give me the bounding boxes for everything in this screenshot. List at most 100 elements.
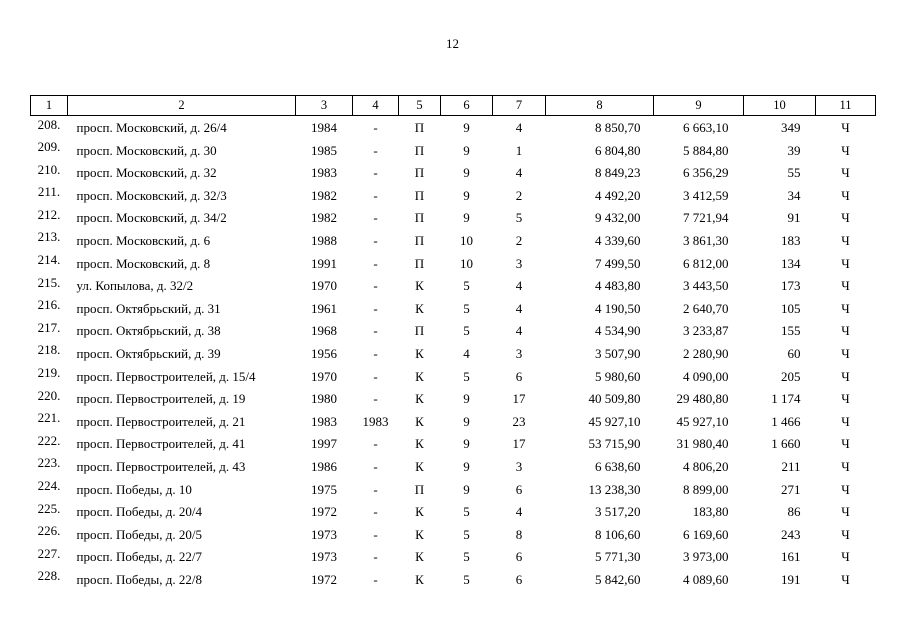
cell-col-7: 3	[515, 255, 523, 271]
cell-col-4: -	[373, 120, 378, 136]
cell-col-8: 8 849,23	[595, 165, 641, 181]
cell-col-4: -	[373, 504, 378, 520]
cell-col-1: 218.	[37, 342, 61, 358]
cell-col-4: -	[373, 549, 378, 565]
cell-col-1: 210.	[37, 161, 61, 177]
cell-col-1: 217.	[37, 319, 61, 335]
cell-col-1: 225.	[37, 500, 61, 516]
table-row: 225. просп. Победы, д. 20/4 1972 - К 5 4 3 517,…	[31, 500, 876, 523]
cell-col-9: 4 089,60	[683, 571, 729, 587]
cell-col-7: 4	[515, 300, 523, 316]
cell-col-4: -	[373, 323, 378, 339]
cell-col-11: Ч	[841, 504, 850, 520]
cell-col-10: 86	[787, 504, 801, 520]
cell-col-5: П	[414, 255, 425, 271]
cell-col-7: 3	[515, 346, 523, 362]
cell-col-5: К	[415, 346, 424, 362]
cell-col-6: 5	[463, 504, 470, 520]
cell-col-5: К	[415, 368, 424, 384]
cell-col-2: просп. Победы, д. 10	[76, 481, 192, 497]
cell-col-4: -	[373, 436, 378, 452]
cell-col-5: К	[415, 278, 424, 294]
cell-col-1: 211.	[37, 184, 61, 200]
cell-col-3: 1988	[311, 233, 337, 249]
cell-col-6: 5	[463, 278, 470, 294]
cell-col-10: 1 660	[771, 436, 801, 452]
cell-col-8: 4 534,90	[595, 323, 641, 339]
cell-col-2: просп. Первостроителей, д. 41	[76, 436, 246, 452]
column-header-6: 6	[440, 95, 493, 116]
cell-col-7: 8	[515, 526, 523, 542]
cell-col-8: 5 771,30	[595, 549, 641, 565]
cell-col-5: К	[415, 391, 424, 407]
cell-col-6: 9	[463, 165, 470, 181]
cell-col-7: 17	[512, 436, 526, 452]
cell-col-5: П	[414, 481, 425, 497]
cell-col-6: 5	[463, 549, 470, 565]
cell-col-7: 5	[515, 210, 523, 226]
cell-col-3: 1973	[311, 526, 337, 542]
cell-col-3: 1991	[311, 255, 337, 271]
cell-col-10: 1 466	[771, 413, 801, 429]
cell-col-9: 2 280,90	[683, 346, 729, 362]
cell-col-9: 5 884,80	[683, 142, 729, 158]
cell-col-1: 221.	[37, 410, 61, 426]
cell-col-11: Ч	[841, 571, 850, 587]
cell-col-2: просп. Октябрьский, д. 38	[76, 323, 221, 339]
table-row: 227. просп. Победы, д. 22/7 1973 - К 5 6 5 771,…	[31, 545, 876, 568]
column-header-5: 5	[398, 95, 441, 116]
cell-col-9: 183,80	[692, 504, 729, 520]
cell-col-8: 9 432,00	[595, 210, 641, 226]
cell-col-4: -	[373, 278, 378, 294]
cell-col-8: 40 509,80	[588, 391, 641, 407]
cell-col-11: Ч	[841, 413, 850, 429]
table-row: 224. просп. Победы, д. 10 1975 - П 9 6 13 238,3…	[31, 477, 876, 500]
cell-col-1: 215.	[37, 274, 61, 290]
cell-col-4: -	[373, 300, 378, 316]
cell-col-9: 4 806,20	[683, 459, 729, 474]
cell-col-1: 212.	[37, 206, 61, 222]
cell-col-4: 1983	[362, 413, 389, 429]
cell-col-7: 4	[515, 323, 523, 339]
cell-col-9: 31 980,40	[676, 436, 729, 452]
cell-col-3: 1982	[311, 187, 337, 203]
cell-col-8: 3 507,90	[595, 346, 641, 362]
cell-col-1: 227.	[37, 545, 61, 561]
cell-col-10: 173	[781, 278, 801, 294]
cell-col-6: 9	[463, 391, 470, 407]
cell-col-9: 4 090,00	[683, 368, 729, 384]
cell-col-2: просп. Московский, д. 32/3	[76, 187, 227, 203]
cell-col-1: 208.	[37, 117, 61, 132]
cell-col-10: 155	[781, 323, 801, 339]
cell-col-1: 219.	[37, 365, 61, 381]
cell-col-9: 29 480,80	[676, 391, 729, 407]
cell-col-7: 2	[515, 187, 523, 203]
table-row: 226. просп. Победы, д. 20/5 1973 - К 5 8 8 106,…	[31, 522, 876, 545]
cell-col-11: Ч	[841, 187, 850, 203]
cell-col-8: 4 339,60	[595, 233, 641, 249]
column-header-3: 3	[295, 95, 353, 116]
cell-col-3: 1961	[311, 300, 337, 316]
cell-col-7: 3	[515, 459, 523, 474]
cell-col-4: -	[373, 459, 378, 474]
cell-col-11: Ч	[841, 278, 850, 294]
cell-col-3: 1975	[311, 481, 337, 497]
cell-col-3: 1985	[311, 142, 337, 158]
cell-col-11: Ч	[841, 459, 850, 474]
cell-col-3: 1972	[311, 504, 337, 520]
cell-col-7: 6	[515, 368, 523, 384]
cell-col-2: просп. Победы, д. 22/7	[76, 549, 203, 565]
cell-col-10: 271	[781, 481, 801, 497]
cell-col-3: 1970	[311, 278, 337, 294]
cell-col-2: просп. Московский, д. 32	[76, 165, 217, 181]
cell-col-11: Ч	[841, 255, 850, 271]
cell-col-5: П	[414, 165, 425, 181]
cell-col-8: 13 238,30	[588, 481, 641, 497]
table-row: 216. просп. Октябрьский, д. 31 1961 - К 5 4 4 1…	[31, 296, 876, 319]
cell-col-1: 224.	[37, 478, 61, 493]
cell-col-5: К	[415, 300, 424, 316]
cell-col-7: 2	[515, 233, 523, 249]
cell-col-8: 53 715,90	[588, 436, 641, 452]
cell-col-9: 45 927,10	[676, 413, 729, 429]
